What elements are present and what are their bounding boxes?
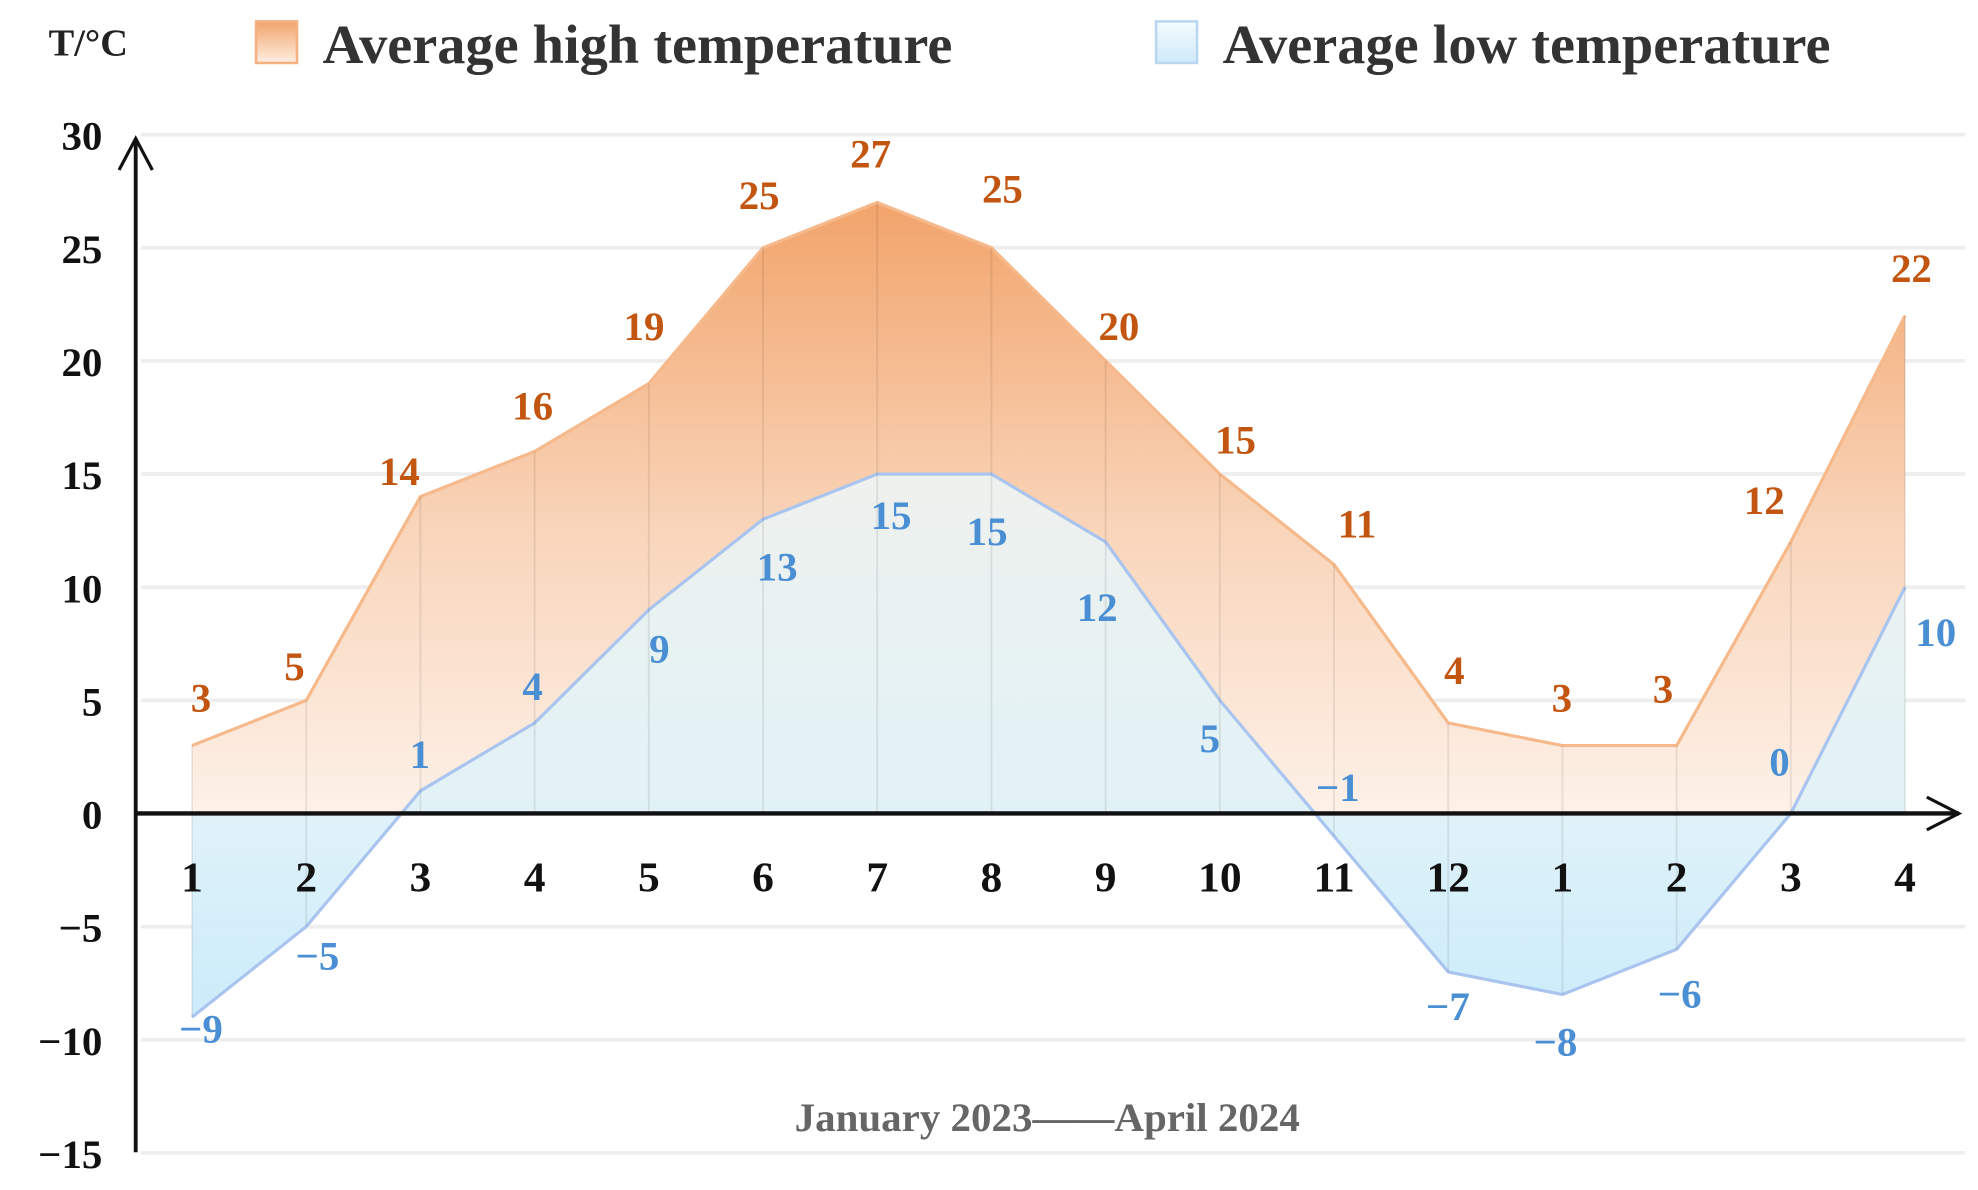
low-value-label: −8 <box>1534 1020 1578 1065</box>
low-value-label: 13 <box>757 545 798 590</box>
y-axis-arrow-icon <box>117 135 154 171</box>
y-tick-label: 10 <box>61 567 102 612</box>
y-tick-label: −10 <box>38 1019 102 1064</box>
low-value-label: 9 <box>649 627 669 672</box>
x-tick-label: 9 <box>1095 855 1117 902</box>
high-value-label: 25 <box>739 173 780 218</box>
high-value-label: 3 <box>1653 667 1673 712</box>
high-value-label: 22 <box>1891 246 1932 291</box>
y-tick-label: 15 <box>61 453 102 498</box>
x-axis-arrow-icon <box>1926 795 1963 832</box>
y-tick-label: 5 <box>82 680 102 725</box>
high-value-label: 4 <box>1444 648 1464 693</box>
low-value-label: −7 <box>1426 984 1470 1029</box>
high-temperature-line <box>191 200 1907 748</box>
high-value-label: 3 <box>191 676 211 721</box>
x-axis-title: January 2023——April 2024 <box>795 1095 1300 1140</box>
x-tick-label: 11 <box>1313 855 1354 902</box>
low-value-label: 15 <box>967 510 1008 555</box>
low-value-label: 12 <box>1077 585 1118 630</box>
x-tick-label: 4 <box>524 855 546 902</box>
x-tick-label: 2 <box>295 855 317 902</box>
legend-swatch-high <box>254 20 299 65</box>
high-value-label: 19 <box>623 304 664 349</box>
high-value-label: 11 <box>1338 502 1377 547</box>
y-tick-label: 25 <box>61 227 102 272</box>
high-value-label: 15 <box>1215 418 1256 463</box>
x-tick-label: 6 <box>752 855 774 902</box>
x-tick-label: 3 <box>1780 855 1802 902</box>
y-tick-label: −5 <box>59 906 103 951</box>
x-tick-label: 8 <box>981 855 1003 902</box>
low-value-label: 15 <box>871 493 912 538</box>
low-value-label: 1 <box>410 732 430 777</box>
legend: Average high temperature Average low tem… <box>254 14 1831 76</box>
high-value-label: 27 <box>850 132 891 177</box>
legend-swatch-low <box>1154 20 1199 65</box>
x-tick-label: 7 <box>866 855 888 902</box>
low-value-label: 0 <box>1769 740 1789 785</box>
low-value-label: −5 <box>296 934 340 979</box>
y-tick-label: 30 <box>61 114 102 159</box>
low-value-label: 4 <box>522 664 542 709</box>
x-tick-label: 12 <box>1426 855 1470 902</box>
high-value-label: 20 <box>1098 304 1139 349</box>
legend-label-high: Average high temperature <box>323 14 953 75</box>
areas <box>191 200 1907 1019</box>
low-value-label: −1 <box>1316 765 1360 810</box>
x-tick-label: 1 <box>181 855 203 902</box>
high-value-label: 3 <box>1552 676 1572 721</box>
axes <box>117 135 1963 1153</box>
x-tick-label: 4 <box>1894 855 1916 902</box>
x-tick-label: 2 <box>1666 855 1688 902</box>
x-tick-label: 10 <box>1198 855 1242 902</box>
x-tick-label: 3 <box>410 855 432 902</box>
y-tick-label: 0 <box>82 793 102 838</box>
low-temperature-line <box>191 472 1907 1019</box>
low-value-label: 10 <box>1915 610 1956 655</box>
low-value-label: −6 <box>1658 972 1702 1017</box>
high-value-label: 25 <box>982 167 1023 212</box>
y-tick-label: −15 <box>38 1132 102 1177</box>
x-tick-label: 1 <box>1552 855 1574 902</box>
low-value-label: −9 <box>179 1007 223 1052</box>
high-value-label: 5 <box>284 644 304 689</box>
low-temperature-area <box>192 474 1906 1018</box>
x-tick-label: 5 <box>638 855 660 902</box>
high-value-label: 14 <box>379 449 420 494</box>
y-axis-title: T/°C <box>49 23 128 65</box>
y-tick-label: 20 <box>61 340 102 385</box>
low-value-label: 5 <box>1200 716 1220 761</box>
high-value-label: 16 <box>512 384 553 429</box>
high-value-label: 12 <box>1744 478 1785 523</box>
legend-label-low: Average low temperature <box>1223 14 1831 75</box>
